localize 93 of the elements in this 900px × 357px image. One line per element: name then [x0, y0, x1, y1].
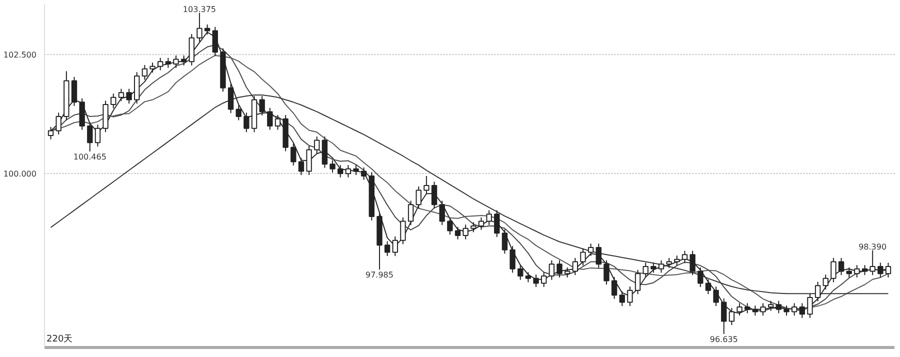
candlestick [454, 226, 461, 240]
candlestick [165, 57, 172, 68]
candlestick [556, 260, 562, 278]
annotation: 98.390 [858, 242, 887, 252]
annotation: 97.985 [365, 270, 394, 280]
candlestick [416, 186, 422, 209]
candlestick [814, 281, 821, 302]
candlestick [705, 278, 712, 295]
candlestick [71, 76, 78, 106]
candlestick [698, 266, 704, 288]
candlestick [298, 157, 304, 176]
candlestick [854, 264, 860, 278]
candlestick [424, 176, 430, 195]
candlestick [682, 250, 688, 264]
annotation: 96.635 [710, 334, 738, 344]
candlestick [290, 143, 296, 166]
candlestick [588, 243, 594, 257]
candlestick [478, 216, 484, 230]
candlestick [650, 262, 656, 274]
candlestick [878, 262, 884, 278]
candlestick [548, 260, 555, 280]
candlestick [384, 240, 390, 257]
candlestick [518, 264, 524, 280]
candlestick [56, 112, 62, 136]
candlestick [173, 54, 179, 68]
candlestick [666, 257, 672, 268]
candlestick [236, 104, 242, 121]
candlestick [627, 286, 633, 307]
annotation: 103.375 [182, 4, 216, 14]
candlestick [862, 264, 868, 276]
candlestick [353, 164, 359, 176]
candlestick [846, 266, 852, 278]
candlestick [330, 160, 336, 174]
candlestick [525, 272, 532, 283]
candlestick [870, 250, 876, 276]
candlestick [611, 276, 618, 300]
candlestick [431, 181, 438, 209]
candlestick [244, 112, 250, 133]
candlestick [322, 136, 328, 168]
candlestick [642, 262, 648, 278]
candlestick [400, 216, 406, 245]
candlestick [596, 243, 602, 268]
candlestick [541, 272, 547, 288]
candlestick [180, 54, 187, 66]
candlestick [439, 200, 445, 226]
candlestick [267, 107, 273, 130]
candlestick [314, 136, 320, 154]
candlestick [619, 290, 625, 307]
candlestick [360, 166, 367, 180]
y-tick-label: 100.000 [3, 170, 37, 179]
candlestick [564, 266, 570, 278]
candlestick [87, 122, 93, 152]
candlestick [134, 72, 140, 104]
annotation: 100.465 [73, 152, 106, 162]
candlestick [79, 98, 85, 130]
candlestick [110, 93, 116, 109]
candlestick [580, 248, 586, 266]
annotation: 220天 [46, 334, 73, 344]
candlestick [604, 260, 610, 286]
candlestick [830, 257, 836, 283]
candlestick [572, 257, 578, 276]
candlestick [447, 216, 453, 236]
candlestick [502, 228, 508, 254]
candlestick [494, 210, 500, 238]
candlestick [142, 64, 148, 80]
candlestick [634, 269, 641, 295]
candlestick [228, 84, 234, 114]
candlestick [157, 57, 164, 71]
candlestick [768, 300, 774, 312]
candlestick [274, 114, 281, 130]
candlestick [674, 255, 680, 266]
candlestick [345, 164, 352, 178]
candlestick [533, 274, 539, 288]
candlestick [259, 95, 265, 116]
candlestick [102, 100, 108, 133]
candlestick [822, 274, 828, 290]
candlestick [713, 286, 719, 307]
candlestick [338, 164, 344, 178]
candlestick [392, 236, 398, 257]
candlestick [306, 145, 312, 176]
y-tick-label: 102.500 [3, 50, 37, 60]
candlestick [462, 224, 468, 240]
candlestick [94, 124, 101, 147]
candlestick [486, 210, 492, 226]
candlestick [408, 200, 414, 226]
candlestick [118, 88, 124, 102]
candlestick [838, 257, 844, 276]
candlestick [150, 62, 156, 74]
candlestick [126, 88, 132, 104]
candlestick [658, 260, 664, 274]
candlestick [510, 246, 516, 274]
candlestick [470, 222, 476, 233]
candlestick [690, 250, 696, 276]
